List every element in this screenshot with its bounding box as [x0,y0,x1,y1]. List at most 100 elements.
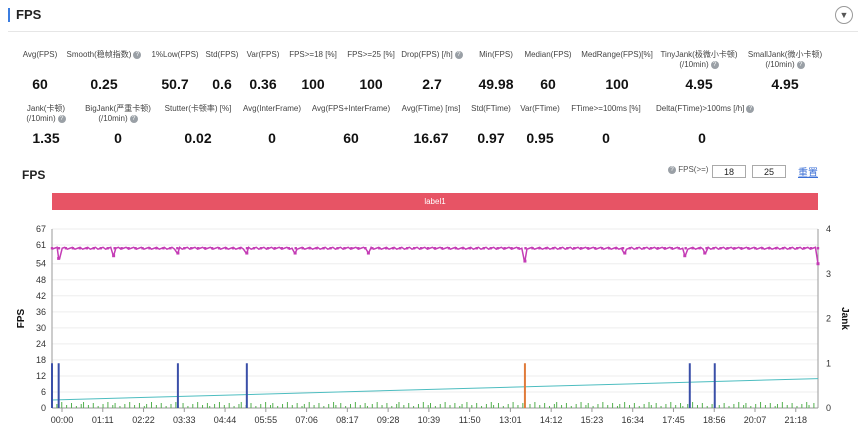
fps-dip-point [523,259,527,263]
help-icon[interactable]: ? [57,114,66,123]
fps-point [426,247,430,250]
section-accent-bar [8,8,10,22]
metric-label: Avg(FPS+InterFrame) [311,104,391,113]
fps-point [238,247,242,250]
fps-filter-text: FPS(>=) [678,165,709,174]
fps-point [684,247,687,250]
metric-label: Var(FPS) [246,50,280,59]
fps-line [51,246,819,264]
chart-title: FPS [22,168,46,182]
y-tick-label: 12 [36,371,46,381]
y-tick-label: 54 [36,259,46,269]
metric-value: 100 [301,76,325,92]
metric-label-unit: (/10min)? [0,114,92,124]
metric-label: Var(FTime) [520,104,560,113]
fps-point [802,247,806,250]
x-tick-label: 20:07 [744,415,767,425]
fps-point [190,247,193,250]
reset-link[interactable]: 重置 [798,168,818,179]
metric-card: Std(FTime) 0.97 [445,104,537,146]
help-icon[interactable]: ? [454,50,463,59]
metric-value: 0.25 [90,76,118,92]
x-tick-label: 13:01 [499,415,522,425]
fps-point [747,247,750,250]
fps-point [308,247,311,250]
fps-point [642,247,646,250]
fps-point [252,247,256,250]
fps-point [120,247,123,250]
help-icon[interactable]: ? [668,165,676,174]
fps-point [531,247,534,250]
fps-point [378,247,381,250]
metric-label: TinyJank(极微小卡顿) [660,50,738,59]
fps-point [712,247,715,250]
help-icon[interactable]: ? [710,60,719,69]
metric-label: Min(FPS) [479,50,513,59]
fps-point [580,247,583,250]
help-icon[interactable]: ? [133,50,142,59]
x-tick-label: 18:56 [703,415,726,425]
fps-min-input-2[interactable]: 25 [752,165,786,178]
fps-point [57,247,61,250]
fps-point [447,247,451,250]
fps-point [106,247,109,250]
metric-label-unit: (/10min)? [653,60,745,70]
chevron-down-icon[interactable]: ▼ [835,6,853,24]
x-tick-label: 09:28 [377,415,400,425]
metric-card: FPS>=18 [%] 100 [267,50,359,92]
fps-point [781,247,785,250]
fps-point [482,247,485,250]
fps-point [740,247,743,250]
fps-point [517,247,520,250]
metric-label: Jank(卡顿) [26,104,66,113]
fps-dip-point [366,251,370,255]
fps-point [183,247,186,250]
fps-point [607,247,611,250]
fps-point [71,247,75,250]
metric-card: Avg(FTime) [ms] 16.67 [385,104,477,146]
metric-value: 4.95 [771,76,799,92]
fps-dip-point [112,254,116,258]
x-tick-label: 21:18 [785,415,808,425]
metric-card: FTime>=100ms [%] 0 [560,104,652,146]
fps-point [677,247,680,250]
fps-point [593,247,597,250]
metric-label: Stutter(卡顿率) [%] [164,104,232,113]
help-icon[interactable]: ? [796,60,805,69]
fps-point [754,247,757,250]
metric-card: Avg(FPS) 60 [0,50,86,92]
metric-value: 0.36 [249,76,277,92]
fps-point [691,247,694,250]
x-tick-label: 14:12 [540,415,563,425]
x-tick-label: 07:06 [295,415,318,425]
metric-card: Min(FPS) 49.98 [450,50,542,92]
fps-point [461,247,465,250]
label-band[interactable]: label1 [52,193,818,210]
fps-point [405,247,409,250]
y2-tick-label: 2 [826,314,831,324]
fps-point [726,247,729,250]
fps-point [656,247,660,250]
fps-point [628,247,632,250]
x-tick-label: 03:33 [173,415,196,425]
metric-label-unit: (/10min)? [72,114,164,124]
x-tick-label: 05:55 [255,415,278,425]
metric-value: 60 [540,76,556,92]
y2-axis-title: Jank [839,307,850,330]
metric-value: 0.97 [477,130,505,146]
section-title: FPS [16,7,42,22]
help-icon[interactable]: ? [129,114,138,123]
fps-point [64,247,68,250]
fps-point [705,247,708,250]
metric-value: 0 [268,130,276,146]
x-tick-label: 01:11 [92,415,114,425]
fps-point [343,247,346,250]
metric-label: SmallJank(微小卡顿) [747,50,823,59]
y-tick-label: 48 [36,275,46,285]
metric-label: FTime>=100ms [%] [571,104,641,113]
help-icon[interactable]: ? [746,104,755,113]
metric-label: MedRange(FPS)[%] [581,50,653,59]
y2-tick-label: 0 [826,403,831,413]
fps-min-input-1[interactable]: 18 [712,165,746,178]
